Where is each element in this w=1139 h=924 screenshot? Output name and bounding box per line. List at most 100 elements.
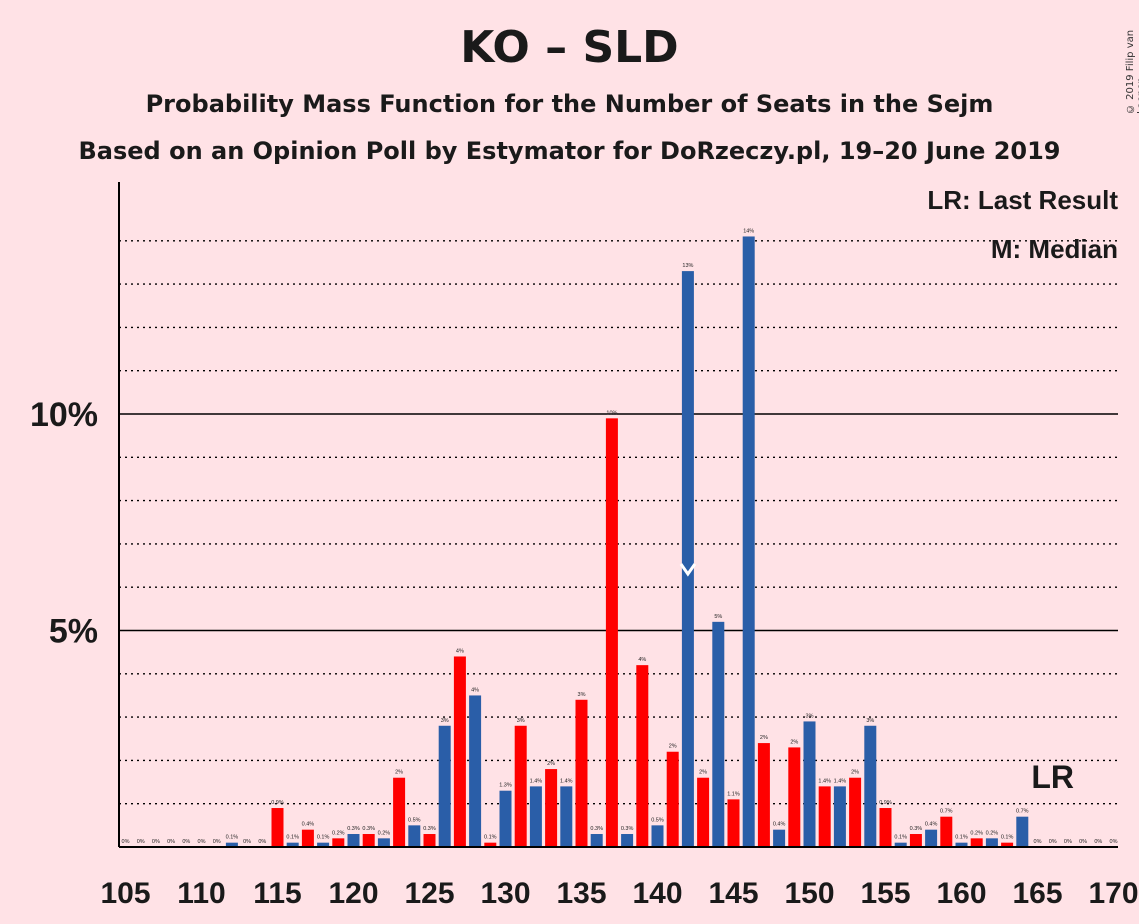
bar-label-143: 2% [699,770,707,776]
bar-label-107: 0% [152,839,160,845]
bar-label-131: 3% [517,718,525,724]
bar-seat-132 [529,786,542,847]
bar-label-170: 0% [1110,839,1118,845]
x-tick-label: 170 [1088,877,1138,910]
bar-label-137: 10% [606,410,617,416]
bar-seat-138 [621,834,634,847]
x-tick-label: 115 [253,877,301,910]
x-tick-label: 130 [480,877,530,910]
bar-seat-145 [727,799,740,847]
bar-label-164: 0.7% [1016,809,1029,815]
bar-seat-151 [818,786,831,847]
chart-subtitle: Probability Mass Function for the Number… [145,90,994,118]
bar-label-150: 3% [806,713,814,719]
x-tick-label: 155 [860,877,910,910]
x-tick-label: 160 [936,877,986,910]
x-tick-label: 140 [632,877,682,910]
bar-seat-128 [469,695,482,847]
bar-label-105: 0% [122,839,130,845]
gridlines [119,240,1118,805]
bar-label-153: 2% [851,770,859,776]
bar-label-148: 0.4% [773,822,786,828]
bar-label-113: 0% [243,839,251,845]
bar-seat-125 [423,834,436,847]
bar-seat-129 [484,842,497,847]
y-tick-label: 5% [49,613,98,651]
x-tick-label: 120 [328,877,378,910]
bar-label-125: 0.3% [423,826,436,832]
bar-seat-144 [712,621,725,847]
bar-label-119: 0.2% [332,830,345,836]
bar-seat-147 [757,743,770,847]
bar-label-135: 3% [578,692,586,698]
bar-label-116: 0.1% [286,835,299,841]
bar-seat-112 [225,842,238,847]
bar-label-106: 0% [137,839,145,845]
bar-label-154: 3% [866,718,874,724]
bar-label-127: 4% [456,648,464,654]
bar-label-149: 2% [790,739,798,745]
bar-label-122: 0.2% [378,830,391,836]
bar-seat-123 [393,777,406,847]
bar-label-133: 2% [547,761,555,767]
bar-seat-156 [894,842,907,847]
bar-seat-122 [377,838,390,847]
bar-seat-140 [651,825,664,847]
bar-seat-134 [560,786,573,847]
bar-label-162: 0.2% [986,830,999,836]
bar-seat-142 [681,271,694,847]
bar-seat-118 [317,842,330,847]
bar-label-141: 2% [669,744,677,750]
bar-label-157: 0.3% [910,826,923,832]
bar-seat-152 [833,786,846,847]
bar-label-156: 0.1% [894,835,907,841]
chart-subtitle-source: Based on an Opinion Poll by Estymator fo… [78,137,1061,165]
bar-label-134: 1.4% [560,778,573,784]
bar-seat-162 [985,838,998,847]
x-tick-label: 110 [177,877,225,910]
y-tick-label: 10% [30,396,98,434]
bar-seat-133 [545,769,558,847]
bar-label-146: 14% [743,228,754,234]
bar-label-151: 1.4% [818,778,831,784]
bar-seat-153 [849,777,862,847]
last-result-marker: LR [1031,759,1074,795]
bar-seat-154 [864,725,877,847]
bar-label-161: 0.2% [970,830,983,836]
bar-seat-149 [788,747,801,847]
axes: 5% 10% 105 110 115 120 125 130 135 140 145 150 155 16… [30,182,1139,910]
bar-seat-164 [1016,816,1029,847]
bar-label-109: 0% [182,839,190,845]
bar-label-144: 5% [714,614,722,620]
bar-label-140: 0.5% [651,817,664,823]
bar-seat-136 [590,834,603,847]
bar-seat-127 [453,656,466,847]
bar-seat-130 [499,790,512,847]
x-tick-label: 165 [1012,877,1062,910]
bar-seat-161 [970,838,983,847]
bar-label-114: 0% [258,839,266,845]
x-tick-label: 150 [784,877,834,910]
bar-label-129: 0.1% [484,835,497,841]
bar-label-158: 0.4% [925,822,938,828]
bar-label-108: 0% [167,839,175,845]
bar-label-142: 13% [682,263,693,269]
bar-label-168: 0% [1079,839,1087,845]
bar-seat-124 [408,825,421,847]
bar-seat-126 [438,725,451,847]
bar-seat-117 [301,829,314,847]
bars: 0% 0% 0% 0% 0% 0% 0%0.1%0% 0%0.9%0.1%0.4%0.1%0.… [122,228,1118,848]
legend-last-result: LR: Last Result [927,185,1118,215]
bar-seat-146 [742,236,755,848]
bar-label-138: 0.3% [621,826,634,832]
bar-seat-116 [286,842,299,847]
bar-label-110: 0% [198,839,206,845]
bar-label-160: 0.1% [955,835,968,841]
bar-label-123: 2% [395,770,403,776]
bar-label-155: 0.9% [879,800,892,806]
bar-label-139: 4% [638,657,646,663]
chart-title: KO – SLD [460,22,679,73]
bar-label-152: 1.4% [834,778,847,784]
bar-label-130: 1.3% [499,783,512,789]
